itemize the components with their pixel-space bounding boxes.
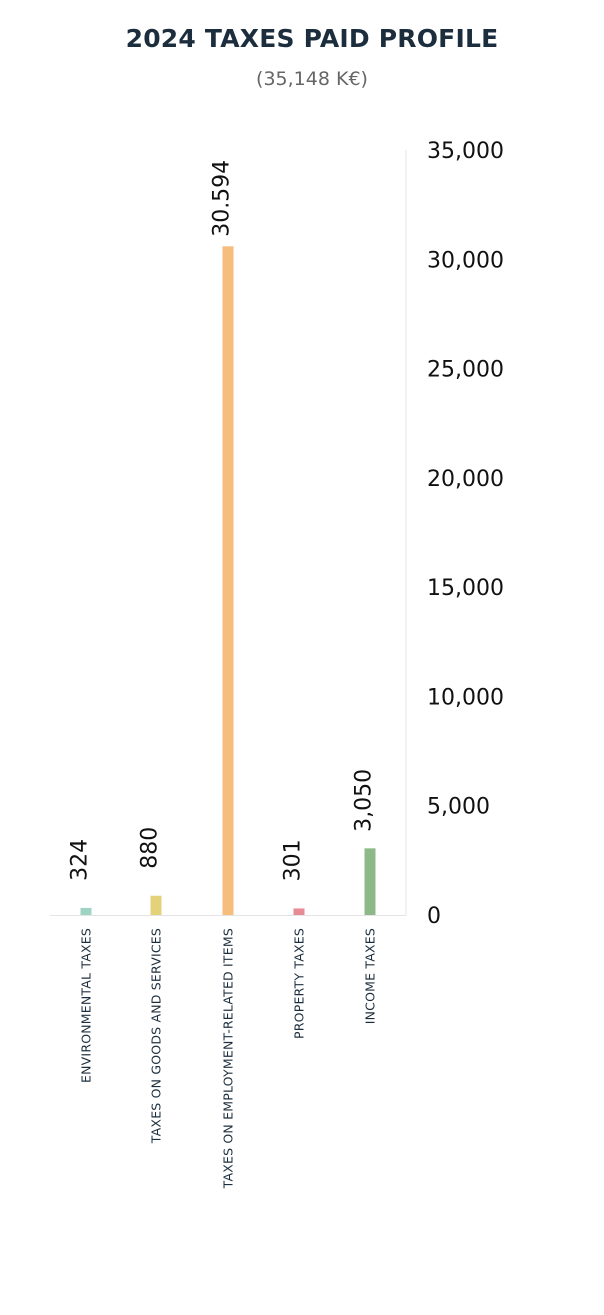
- data-label: 301: [281, 839, 306, 881]
- x-tick-label: INCOME TAXES: [363, 928, 378, 1024]
- data-label: 880: [138, 827, 163, 869]
- y-tick-label: 25,000: [427, 358, 504, 383]
- y-tick-label: 15,000: [427, 576, 504, 601]
- data-label: 30.594: [210, 160, 235, 237]
- x-tick-label: TAXES ON EMPLOYMENT-RELATED ITEMS: [221, 928, 236, 1189]
- data-label: 324: [68, 839, 93, 881]
- x-tick-label: TAXES ON GOODS AND SERVICES: [149, 928, 164, 1144]
- bar: [222, 246, 234, 916]
- bar: [80, 907, 92, 915]
- y-tick-label: 35,000: [427, 139, 504, 164]
- y-tick-label: 20,000: [427, 467, 504, 492]
- y-tick-label: 5,000: [427, 795, 490, 820]
- chart-subtitle: (35,148 K€): [256, 68, 368, 90]
- bar: [293, 908, 305, 915]
- x-tick-label: PROPERTY TAXES: [292, 928, 307, 1039]
- bar: [364, 848, 376, 915]
- data-label: 3,050: [352, 769, 377, 832]
- x-tick-label: ENVIRONMENTAL TAXES: [79, 928, 94, 1083]
- y-tick-label: 0: [427, 904, 441, 929]
- chart-title: 2024 TAXES PAID PROFILE: [125, 24, 499, 53]
- y-tick-label: 30,000: [427, 248, 504, 273]
- bar: [150, 895, 162, 915]
- y-tick-label: 10,000: [427, 685, 504, 710]
